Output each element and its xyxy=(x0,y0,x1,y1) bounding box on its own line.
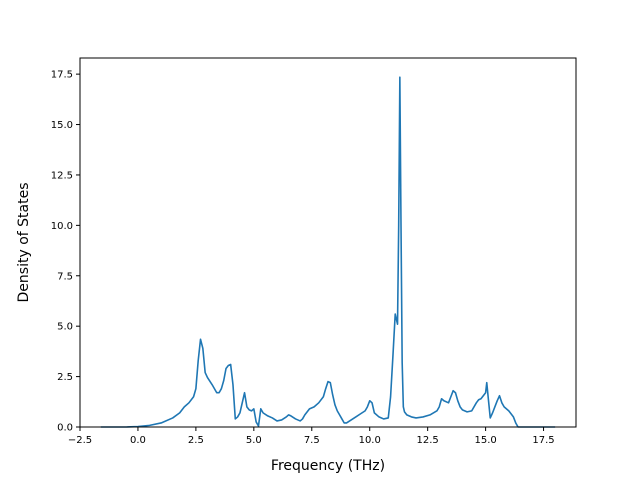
x-tick-label: 7.5 xyxy=(304,435,320,446)
y-axis-label: Density of States xyxy=(16,183,32,303)
axes-frame xyxy=(79,57,577,428)
plot-layer xyxy=(100,76,556,428)
y-axis-ticks: 0.0 2.5 5.0 7.5 10.0 12.5 15.0 17.5 xyxy=(51,70,80,434)
x-tick-label: 12.5 xyxy=(417,435,439,446)
x-tick-label: 10.0 xyxy=(359,435,381,446)
x-tick-label: 2.5 xyxy=(188,435,204,446)
x-tick-label: 0.0 xyxy=(130,435,146,446)
x-tick-label: 5.0 xyxy=(246,435,262,446)
dos-series-line-0 xyxy=(100,76,556,428)
y-tick-label: 17.5 xyxy=(51,70,73,81)
x-tick-label: −2.5 xyxy=(68,435,92,446)
y-tick-label: 2.5 xyxy=(57,372,73,383)
y-tick-label: 5.0 xyxy=(57,322,73,333)
y-tick-label: 7.5 xyxy=(57,271,73,282)
x-tick-label: 17.5 xyxy=(532,435,554,446)
y-tick-label: 15.0 xyxy=(51,120,73,131)
y-tick-label: 12.5 xyxy=(51,170,73,181)
x-axis-label: Frequency (THz) xyxy=(271,458,385,474)
y-tick-label: 10.0 xyxy=(51,221,73,232)
x-axis-ticks: −2.5 0.0 2.5 5.0 7.5 10.0 12.5 15.0 17.5 xyxy=(68,427,555,446)
x-tick-label: 15.0 xyxy=(474,435,496,446)
y-tick-label: 0.0 xyxy=(57,423,73,434)
